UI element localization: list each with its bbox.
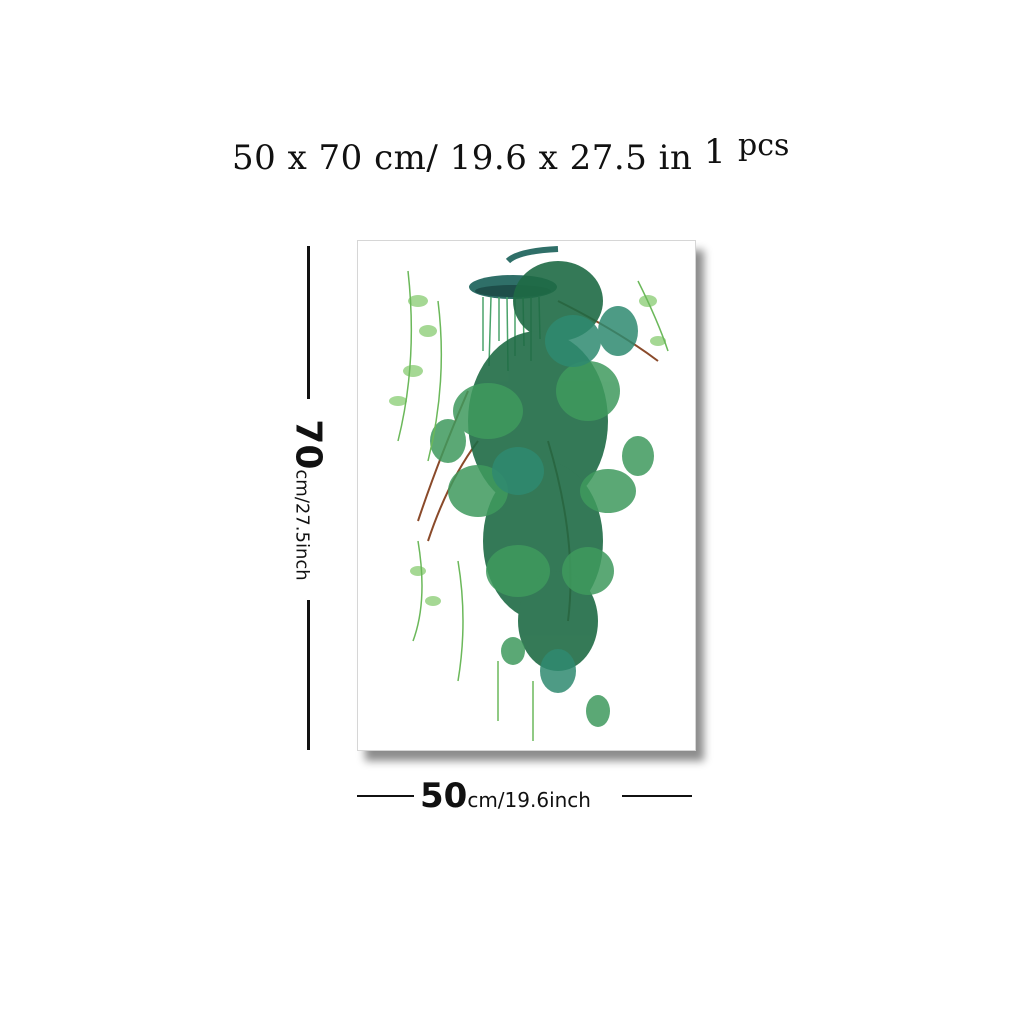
plant-painting	[389, 246, 669, 741]
quantity-unit: pcs	[738, 128, 790, 163]
height-value: 70	[287, 419, 329, 470]
height-dimension-line-top	[307, 246, 310, 399]
shower-pipe	[505, 246, 559, 264]
product-size-title: 50 x 70 cm/ 19.6 x 27.5 in 1 pcs	[232, 128, 832, 188]
height-unit: cm/27.5inch	[291, 469, 313, 581]
canvas-artwork	[357, 240, 696, 751]
size-text: 50 x 70 cm/ 19.6 x 27.5 in	[232, 138, 693, 178]
width-dimension-label: 50cm/19.6inch	[420, 776, 591, 816]
quantity-number: 1	[704, 132, 726, 172]
width-unit: cm/19.6inch	[467, 788, 591, 812]
height-dimension-label: 70cm/27.5inch	[288, 419, 329, 580]
width-dimension-line-left	[357, 795, 414, 797]
width-dimension-line-right	[622, 795, 692, 797]
height-dimension-line-bottom	[307, 600, 310, 750]
width-value: 50	[420, 776, 468, 816]
